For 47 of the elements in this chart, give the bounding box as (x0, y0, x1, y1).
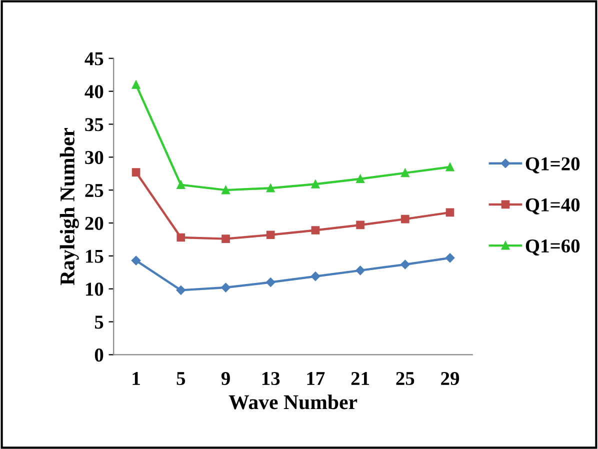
y-tick-label: 15 (86, 250, 104, 263)
point (445, 253, 455, 263)
point (400, 168, 410, 178)
point (132, 80, 140, 89)
x-tick-label: 9 (221, 372, 230, 386)
y-tick-label: 25 (85, 184, 104, 198)
y-tick-label: 5 (94, 316, 104, 329)
point (222, 186, 230, 194)
legend-label: Q1=20 (526, 157, 580, 174)
point (266, 230, 275, 240)
x-tick-label: 21 (351, 372, 370, 385)
point (356, 266, 365, 276)
point (311, 226, 320, 234)
point (132, 168, 140, 176)
y-tick-label: 20 (85, 216, 104, 230)
point (176, 233, 186, 242)
x-tick-label: 25 (396, 372, 414, 386)
x-tick-label: 29 (441, 372, 460, 386)
x-tick-label: 13 (262, 372, 280, 386)
point (131, 256, 141, 266)
point (176, 286, 186, 295)
point (446, 208, 454, 217)
legend-label: Q1=40 (526, 198, 580, 214)
point (400, 260, 410, 270)
point (400, 214, 410, 224)
point (356, 174, 364, 184)
point (222, 234, 230, 243)
y-tick-label: 40 (84, 85, 104, 98)
x-axis-title: Wave Number (228, 394, 358, 410)
point (221, 282, 230, 292)
x-tick-label: 5 (176, 372, 186, 386)
y-tick-label: 0 (94, 348, 104, 362)
y-axis-title: Rayleigh Number (60, 128, 79, 286)
point (356, 220, 364, 230)
y-tick-label: 30 (85, 150, 104, 164)
x-tick-label: 1 (132, 372, 140, 385)
point (446, 162, 454, 172)
y-tick-label: 45 (84, 52, 104, 66)
legend-label: Q1=60 (526, 239, 580, 256)
point (311, 180, 320, 188)
point (266, 278, 276, 287)
y-tick-label: 10 (86, 282, 104, 296)
x-tick-label: 17 (307, 372, 325, 385)
point (176, 180, 186, 189)
point (310, 272, 320, 281)
point (266, 184, 275, 192)
y-tick-label: 35 (85, 118, 104, 132)
